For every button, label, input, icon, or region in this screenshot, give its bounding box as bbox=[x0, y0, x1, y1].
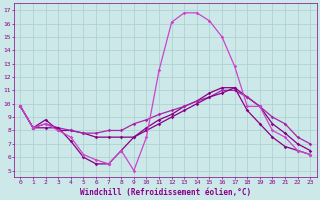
X-axis label: Windchill (Refroidissement éolien,°C): Windchill (Refroidissement éolien,°C) bbox=[80, 188, 251, 197]
